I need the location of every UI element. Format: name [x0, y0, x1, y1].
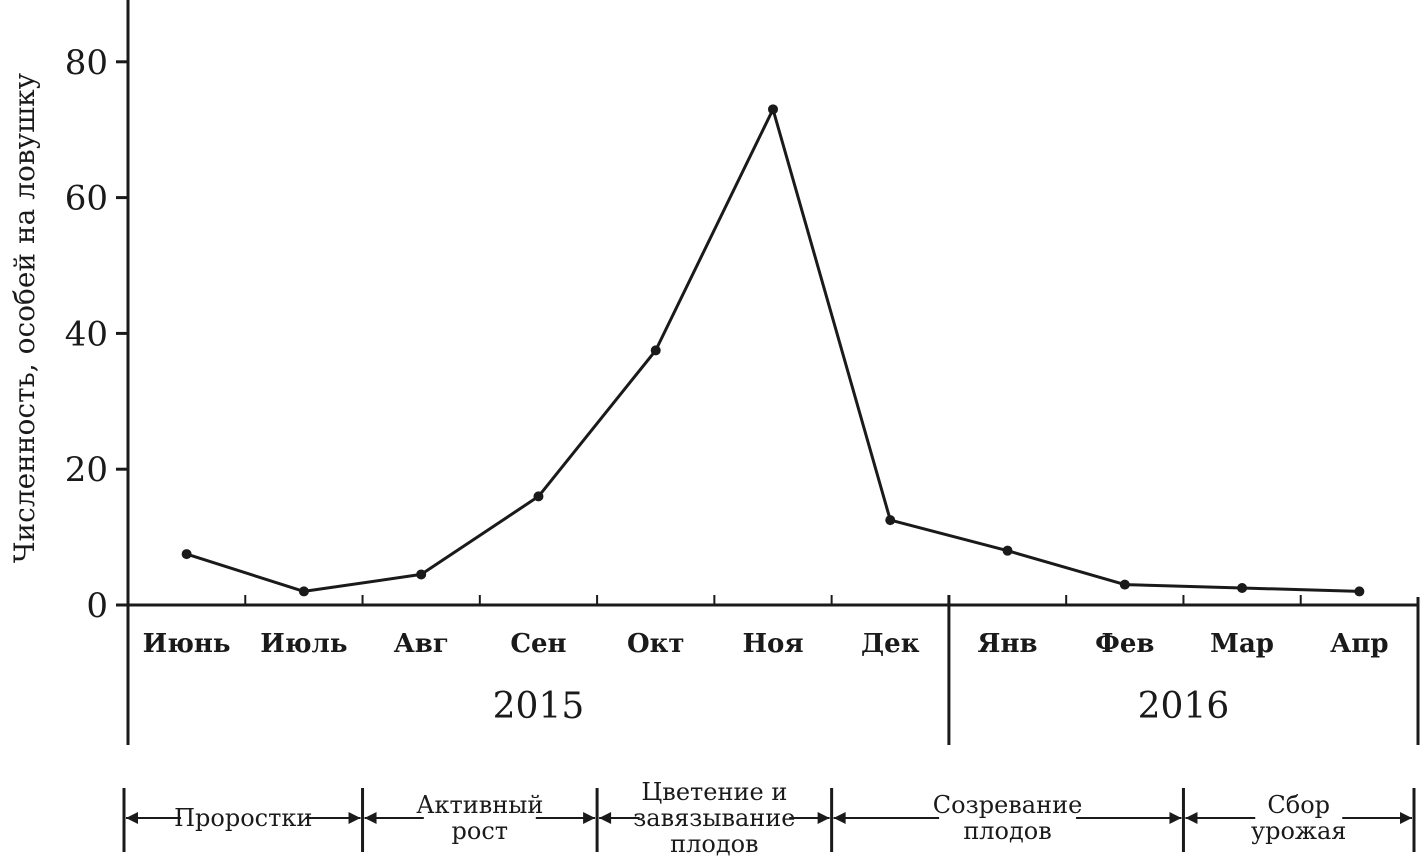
y-tick-label: 0 — [86, 586, 108, 626]
phase-band: Проростки — [126, 804, 361, 832]
data-point — [416, 569, 427, 580]
data-point — [885, 515, 896, 526]
arrow-head — [1169, 812, 1182, 824]
data-point — [1119, 579, 1130, 590]
x-tick-label: Янв — [978, 629, 1038, 659]
arrow-head — [833, 812, 846, 824]
phase-label: Цветение и — [641, 778, 787, 806]
phase-label: Созревание — [933, 791, 1082, 819]
y-tick-label: 20 — [65, 450, 108, 490]
phase-label: плодов — [963, 817, 1051, 845]
phase-label: завязывание — [633, 804, 795, 832]
x-tick-labels: Июнь Июль Авг Сен Окт Ноя Дек Янв Фев Мар Апр — [143, 629, 1389, 659]
arrow-head — [1185, 812, 1198, 824]
axes — [126, 0, 1420, 745]
series — [181, 104, 1365, 597]
series-line — [186, 107, 1360, 593]
phase-label: Проростки — [174, 804, 312, 832]
x-tick-label: Сен — [510, 629, 566, 659]
data-point — [768, 104, 778, 115]
arrow-head — [348, 812, 361, 824]
data-point — [533, 491, 544, 502]
phase-label: урожая — [1251, 817, 1346, 845]
x-tick-label: Фев — [1095, 629, 1154, 659]
x-tick-label: Апр — [1330, 629, 1388, 659]
x-tick-label: Окт — [627, 629, 685, 659]
arrow-head — [599, 812, 612, 824]
y-tick-label: 60 — [65, 179, 108, 219]
year-labels: 2015 2016 — [493, 686, 1230, 727]
y-ticks: 0 20 40 60 80 — [65, 43, 128, 626]
x-tick-label: Ноя — [742, 629, 803, 659]
x-tick-label: Авг — [394, 629, 449, 659]
arrow-head — [583, 812, 596, 824]
y-tick-label: 80 — [65, 43, 108, 83]
x-tick-label: Июль — [260, 629, 347, 659]
arrow-head — [126, 812, 138, 824]
x-tick-label: Июнь — [143, 629, 231, 659]
arrow-head — [364, 812, 377, 824]
phase-label: Сбор — [1267, 791, 1330, 819]
year-label: 2016 — [1138, 686, 1230, 727]
x-tick-label: Мар — [1210, 629, 1274, 659]
arrow-head — [817, 812, 830, 824]
phase-label: плодов — [670, 830, 758, 858]
data-point — [1354, 586, 1365, 597]
data-point — [298, 586, 309, 597]
phase-label: рост — [452, 817, 509, 845]
phase-label: Активный — [416, 791, 543, 819]
y-axis-label: Численность, особей на ловушку — [8, 72, 41, 563]
y-tick-label: 40 — [65, 314, 108, 354]
data-point — [1237, 583, 1248, 594]
data-point — [1002, 545, 1013, 556]
x-tick-label: Дек — [861, 629, 920, 659]
data-point — [181, 549, 192, 560]
arrow-head — [1400, 812, 1412, 824]
year-label: 2015 — [493, 686, 585, 727]
data-point — [650, 345, 661, 356]
